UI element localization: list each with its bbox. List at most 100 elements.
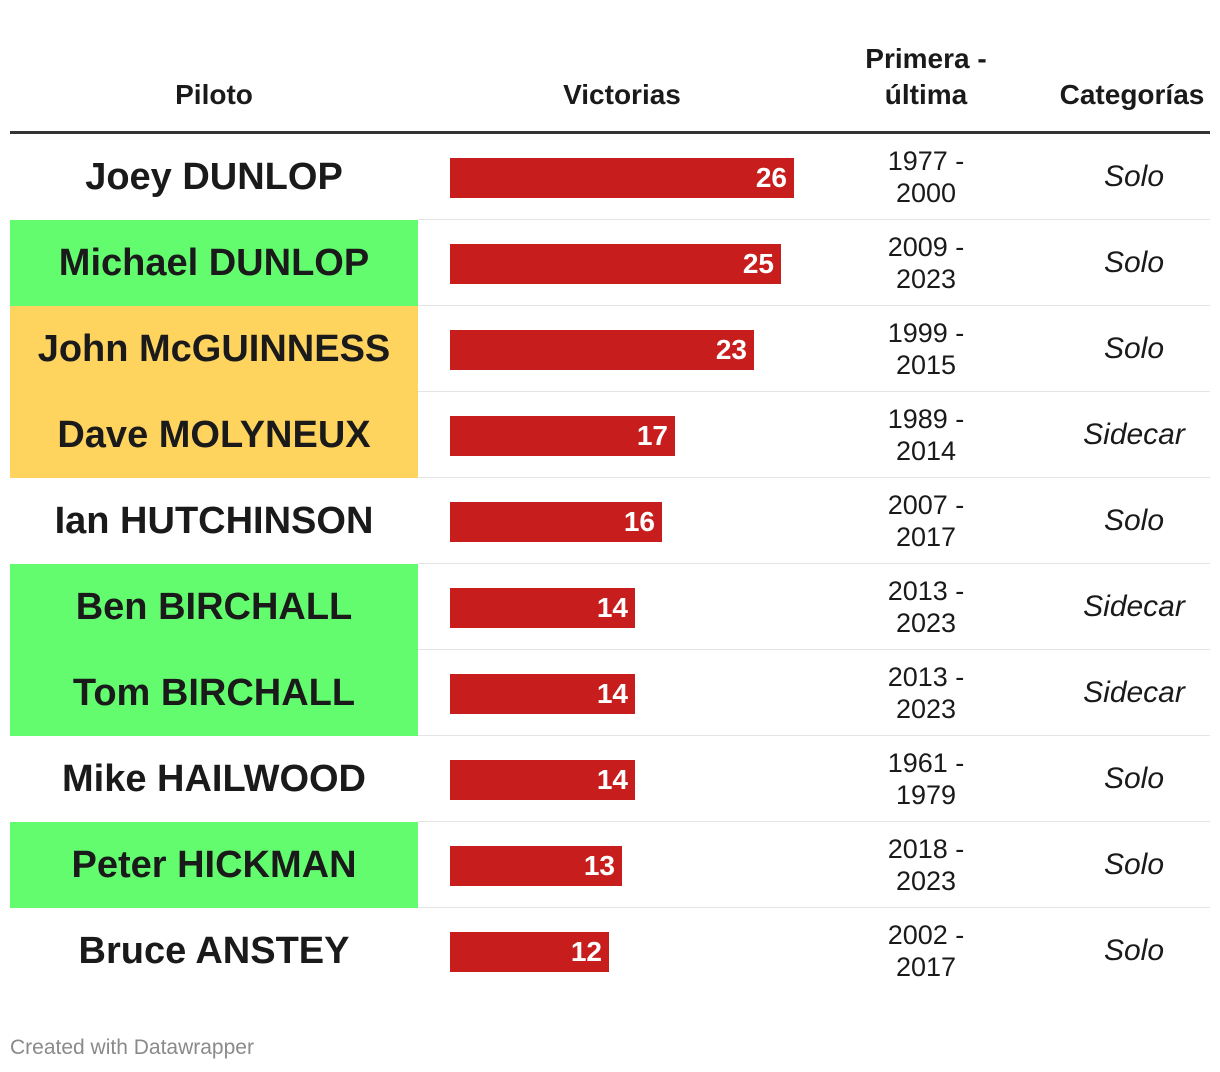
table-row: Ian HUTCHINSON 16 2007 -2017 Solo <box>10 478 1210 564</box>
pilot-name: Ben BIRCHALL <box>10 564 418 650</box>
table-row: Bruce ANSTEY 12 2002 -2017 Solo <box>10 908 1210 994</box>
table-row: Mike HAILWOOD 14 1961 -1979 Solo <box>10 736 1210 822</box>
years-cell: 2009 -2023 <box>846 220 1006 306</box>
first-year: 1961 - <box>887 748 965 778</box>
last-year: 2014 <box>895 436 957 466</box>
years-cell: 1977 -2000 <box>846 134 1006 220</box>
wins-cell: 17 <box>450 392 794 478</box>
table-row: Dave MOLYNEUX 17 1989 -2014 Sidecar <box>10 392 1210 478</box>
category: Solo <box>1103 332 1165 365</box>
last-year: 2017 <box>895 952 957 982</box>
wins-bar: 14 <box>450 674 635 714</box>
wins-cell: 26 <box>450 134 794 220</box>
wins-cell: 16 <box>450 478 794 564</box>
wins-value: 13 <box>583 850 615 881</box>
wins-cell: 12 <box>450 908 794 994</box>
table-row: Tom BIRCHALL 14 2013 -2023 Sidecar <box>10 650 1210 736</box>
first-year: 2013 - <box>887 662 965 692</box>
wins-value: 14 <box>596 592 628 623</box>
wins-value: 16 <box>623 506 655 537</box>
pilot-name: Joey DUNLOP <box>10 134 418 220</box>
wins-value: 12 <box>570 936 602 967</box>
pilot-name: Mike HAILWOOD <box>10 736 418 822</box>
pilot-name: Dave MOLYNEUX <box>10 392 418 478</box>
category: Sidecar <box>1083 590 1185 623</box>
years-cell: 1999 -2015 <box>846 306 1006 392</box>
category: Solo <box>1103 934 1165 967</box>
first-year: 2009 - <box>887 232 965 262</box>
first-year: 1977 - <box>887 146 965 176</box>
years-cell: 2018 -2023 <box>846 822 1006 908</box>
wins-bar: 14 <box>450 760 635 800</box>
wins-bar: 23 <box>450 330 754 370</box>
pilot-name: Tom BIRCHALL <box>10 650 418 736</box>
category: Sidecar <box>1083 676 1185 709</box>
category: Solo <box>1103 504 1165 537</box>
last-year: 2023 <box>895 608 957 638</box>
wins-bar: 17 <box>450 416 675 456</box>
category: Solo <box>1103 762 1165 795</box>
wins-value: 17 <box>636 420 668 451</box>
table-row: Ben BIRCHALL 14 2013 -2023 Sidecar <box>10 564 1210 650</box>
years-cell: 1961 -1979 <box>846 736 1006 822</box>
first-year: 1989 - <box>887 404 965 434</box>
header-years-line1: Primera - <box>865 43 987 74</box>
years-cell: 2002 -2017 <box>846 908 1006 994</box>
first-year: 2002 - <box>887 920 965 950</box>
wins-bar: 26 <box>450 158 794 198</box>
category: Solo <box>1103 160 1165 193</box>
years-cell: 2013 -2023 <box>846 650 1006 736</box>
last-year: 2015 <box>895 350 957 380</box>
table-row: Joey DUNLOP 26 1977 -2000 Solo <box>10 134 1210 220</box>
wins-bar: 12 <box>450 932 609 972</box>
last-year: 2023 <box>895 694 957 724</box>
wins-value: 14 <box>596 678 628 709</box>
last-year: 2017 <box>895 522 957 552</box>
pilot-name: Peter HICKMAN <box>10 822 418 908</box>
pilot-name: Bruce ANSTEY <box>10 908 418 994</box>
footer-credit[interactable]: Created with Datawrapper <box>10 1036 254 1059</box>
first-year: 2007 - <box>887 490 965 520</box>
years-cell: 2007 -2017 <box>846 478 1006 564</box>
years-cell: 2013 -2023 <box>846 564 1006 650</box>
header-victorias[interactable]: Victorias <box>563 79 681 110</box>
wins-cell: 23 <box>450 306 794 392</box>
wins-cell: 14 <box>450 736 794 822</box>
table-row: John McGUINNESS 23 1999 -2015 Solo <box>10 306 1210 392</box>
category: Solo <box>1103 246 1165 279</box>
table-header: Piloto Victorias Primera - última Catego… <box>10 0 1210 134</box>
table-row: Michael DUNLOP 25 2009 -2023 Solo <box>10 220 1210 306</box>
wins-value: 25 <box>742 248 774 279</box>
category: Sidecar <box>1083 418 1185 451</box>
last-year: 1979 <box>895 780 957 810</box>
header-years-line2: última <box>884 79 968 110</box>
pilot-name: John McGUINNESS <box>10 306 418 392</box>
table-row: Peter HICKMAN 13 2018 -2023 Solo <box>10 822 1210 908</box>
wins-bar: 16 <box>450 502 662 542</box>
wins-bar: 25 <box>450 244 781 284</box>
wins-value: 14 <box>596 764 628 795</box>
last-year: 2023 <box>895 264 957 294</box>
header-piloto[interactable]: Piloto <box>175 79 253 110</box>
category: Solo <box>1103 848 1165 881</box>
first-year: 2018 - <box>887 834 965 864</box>
first-year: 2013 - <box>887 576 965 606</box>
years-cell: 1989 -2014 <box>846 392 1006 478</box>
header-categorias[interactable]: Categorías <box>1059 79 1205 110</box>
last-year: 2000 <box>895 178 957 208</box>
wins-cell: 14 <box>450 650 794 736</box>
wins-value: 26 <box>755 162 787 193</box>
wins-cell: 13 <box>450 822 794 908</box>
wins-cell: 14 <box>450 564 794 650</box>
header-years[interactable]: Primera - última <box>846 41 1006 113</box>
wins-bar: 13 <box>450 846 622 886</box>
pilot-name: Michael DUNLOP <box>10 220 418 306</box>
wins-bar: 14 <box>450 588 635 628</box>
table-body: Joey DUNLOP 26 1977 -2000 Solo Michael DUNLO… <box>10 134 1210 994</box>
results-table: Piloto Victorias Primera - última Catego… <box>10 0 1210 994</box>
last-year: 2023 <box>895 866 957 896</box>
wins-cell: 25 <box>450 220 794 306</box>
pilot-name: Ian HUTCHINSON <box>10 478 418 564</box>
first-year: 1999 - <box>887 318 965 348</box>
wins-value: 23 <box>715 334 747 365</box>
